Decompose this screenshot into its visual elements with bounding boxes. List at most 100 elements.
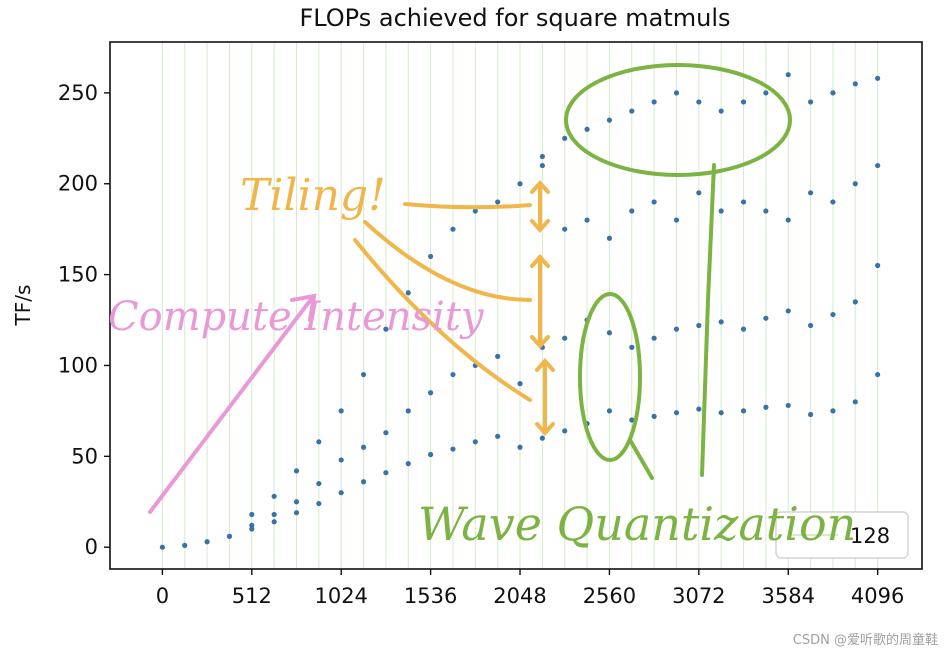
data-point (517, 181, 523, 187)
y-tick-label: 50 (71, 444, 98, 468)
data-point (271, 511, 277, 518)
x-tick-label: 1536 (404, 584, 457, 608)
data-point (405, 408, 411, 414)
data-point (651, 335, 657, 341)
data-point (316, 500, 322, 507)
tiling-label: Tiling! (240, 170, 386, 221)
data-point (718, 319, 724, 325)
wave-label: Wave Quantization (418, 497, 856, 551)
data-point (562, 428, 568, 434)
data-point (428, 451, 434, 458)
data-point (405, 290, 411, 296)
data-point (383, 430, 389, 436)
x-axis-ticks: 0 512 1024 1536 2048 2560 3072 3584 4096 (156, 569, 904, 608)
data-point (785, 72, 791, 78)
data-point (539, 435, 545, 441)
data-point (785, 402, 791, 409)
data-point (271, 519, 277, 525)
data-point (539, 162, 545, 169)
data-point (249, 511, 255, 518)
data-point (673, 326, 680, 332)
data-point (338, 457, 344, 463)
y-tick-label: 150 (58, 263, 98, 287)
data-point (763, 90, 769, 96)
y-tick-label: 200 (58, 172, 98, 196)
data-point (495, 353, 501, 359)
data-point (360, 371, 367, 378)
data-point (852, 399, 858, 405)
data-point (875, 75, 881, 81)
data-point (875, 262, 881, 269)
data-point (673, 90, 680, 96)
data-point (562, 226, 568, 232)
data-point (472, 439, 478, 445)
data-point (606, 330, 613, 336)
data-point (360, 479, 367, 485)
data-point (562, 335, 568, 341)
data-point (495, 199, 501, 205)
compute-arrow (148, 293, 317, 514)
data-point (740, 199, 747, 205)
data-point (807, 322, 814, 329)
watermark: CSDN @爱听歌的周童鞋 (793, 632, 938, 648)
data-point (606, 235, 613, 241)
data-point (696, 322, 702, 329)
data-point (450, 226, 456, 232)
x-tick-label: 4096 (851, 584, 904, 608)
data-point (830, 311, 836, 318)
data-point (718, 108, 724, 114)
data-point (830, 408, 836, 414)
data-point (517, 444, 523, 450)
data-point (629, 108, 635, 114)
data-point (450, 446, 456, 452)
data-point (584, 126, 590, 132)
chart-title: FLOPs achieved for square matmuls (299, 4, 730, 32)
compute-intensity-annotation: Compute Intensity (108, 293, 485, 514)
data-point (226, 533, 233, 539)
y-axis-ticks: 0 50 100 150 200 250 (58, 81, 110, 559)
data-point (249, 522, 255, 528)
data-point (517, 381, 523, 387)
data-point (651, 99, 657, 105)
tiling-arrows (353, 179, 555, 437)
data-point (338, 408, 344, 414)
data-point (360, 444, 367, 450)
data-point (383, 470, 389, 476)
data-point (696, 406, 702, 412)
data-point (807, 411, 814, 418)
data-point (316, 480, 322, 487)
data-point (763, 404, 769, 410)
data-point (472, 208, 478, 214)
data-point (740, 408, 747, 414)
data-point (740, 99, 747, 105)
x-tick-label: 512 (232, 584, 272, 608)
data-point (495, 433, 501, 439)
data-point (249, 526, 255, 532)
data-point (651, 199, 657, 205)
wave-shapes (564, 63, 792, 480)
data-point (852, 81, 858, 87)
data-point (606, 408, 613, 414)
data-point (673, 410, 680, 416)
data-point (204, 539, 210, 545)
data-point (852, 181, 858, 187)
data-point (428, 390, 434, 396)
data-point (271, 493, 277, 499)
x-tick-label: 3072 (672, 584, 725, 608)
data-point (830, 199, 836, 205)
data-point (428, 253, 434, 260)
x-tick-label: 2048 (493, 584, 546, 608)
y-axis-label: TF/s (11, 285, 35, 327)
vertical-gridlines (161, 42, 879, 569)
data-point (875, 371, 881, 378)
data-point (562, 135, 568, 141)
data-point (293, 499, 300, 505)
data-point (293, 468, 300, 474)
data-point (785, 308, 791, 314)
data-point (875, 162, 881, 169)
data-point (629, 208, 635, 214)
data-point (539, 153, 545, 160)
data-point (629, 344, 635, 350)
legend: 128 (775, 511, 909, 559)
